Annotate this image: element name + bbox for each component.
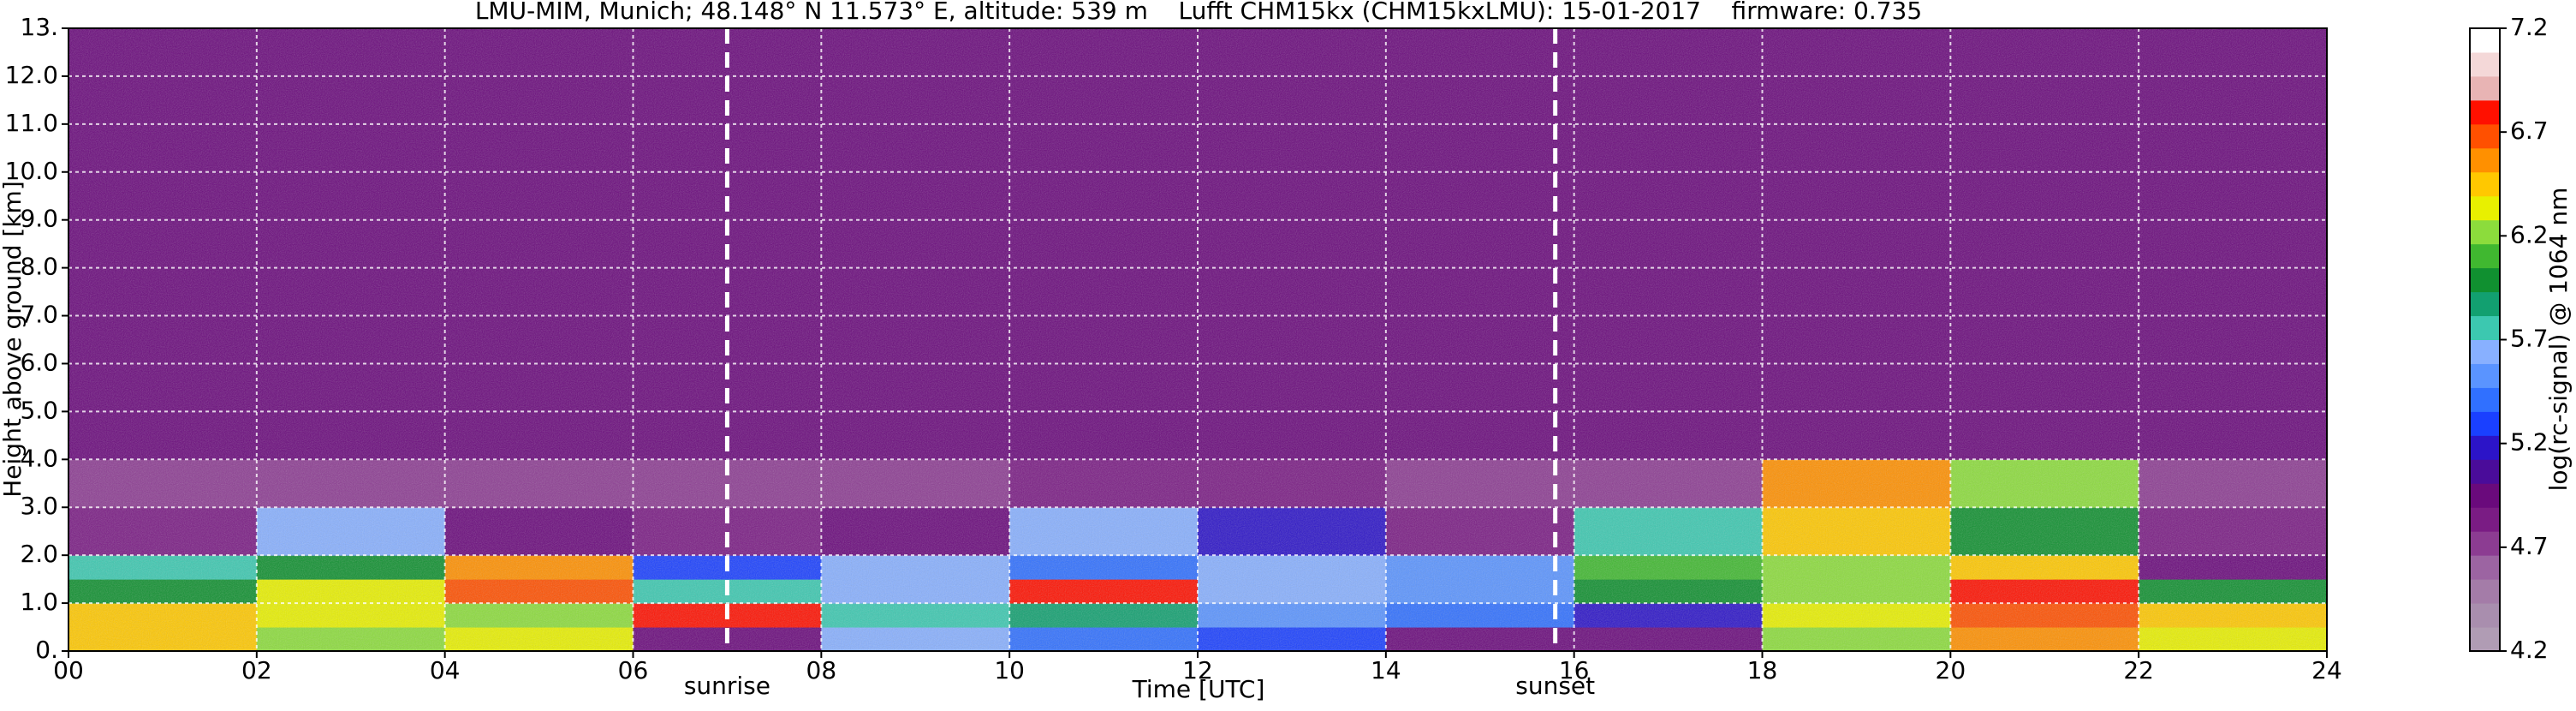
- y-tick-label: 6.0: [20, 348, 58, 376]
- x-tick-label: 00: [53, 656, 84, 684]
- y-tick-label: 13.: [20, 13, 58, 41]
- colorbar-tick-label: 7.2: [2510, 13, 2549, 41]
- x-tick-label: 20: [1936, 656, 1966, 684]
- x-tick-label: 02: [241, 656, 272, 684]
- annotation-label: sunrise: [684, 672, 770, 700]
- colorbar-swatch: [2470, 267, 2500, 293]
- colorbar-swatch: [2470, 459, 2500, 484]
- colorbar-swatch: [2470, 291, 2500, 317]
- x-tick-label: 24: [2311, 656, 2342, 684]
- colorbar-swatch: [2470, 219, 2500, 245]
- x-tick-label: 06: [618, 656, 649, 684]
- x-tick-label: 18: [1747, 656, 1778, 684]
- colorbar-swatch: [2470, 507, 2500, 532]
- colorbar-swatch: [2470, 123, 2500, 149]
- y-tick-label: 2.0: [20, 540, 58, 568]
- colorbar-swatch: [2470, 531, 2500, 556]
- colorbar-label: log(rc-signal) @ 1064 nm: [2544, 188, 2573, 492]
- x-tick-label: 04: [430, 656, 461, 684]
- y-tick-label: 9.0: [20, 205, 58, 233]
- colorbar-tick-label: 6.2: [2510, 220, 2549, 248]
- colorbar-swatch: [2470, 75, 2500, 101]
- colorbar-swatch: [2470, 483, 2500, 508]
- colorbar-swatch: [2470, 339, 2500, 364]
- x-tick-label: 12: [1182, 656, 1213, 684]
- y-tick-label: 5.0: [20, 396, 58, 424]
- y-axis-label: Height above ground [km]: [0, 181, 27, 498]
- y-tick-label: 0.: [35, 636, 58, 664]
- colorbar-swatch: [2470, 627, 2500, 652]
- colorbar-swatch: [2470, 555, 2500, 580]
- y-tick-label: 12.0: [5, 61, 58, 89]
- y-tick-label: 10.0: [5, 157, 58, 185]
- colorbar-swatch: [2470, 387, 2500, 412]
- colorbar-swatch: [2470, 99, 2500, 125]
- colorbar-swatch: [2470, 243, 2500, 269]
- colorbar-tick-label: 5.2: [2510, 428, 2549, 457]
- plot-frame: [68, 27, 2328, 652]
- x-tick-label: 10: [994, 656, 1025, 684]
- colorbar-swatch: [2470, 195, 2500, 221]
- colorbar-swatch: [2470, 579, 2500, 604]
- colorbar-swatch: [2470, 147, 2500, 173]
- x-tick-label: 08: [806, 656, 837, 684]
- colorbar-swatch: [2470, 435, 2500, 460]
- colorbar-swatch: [2470, 411, 2500, 436]
- x-tick-label: 16: [1559, 656, 1590, 684]
- colorbar-tick-label: 4.7: [2510, 532, 2549, 560]
- colorbar-tick-label: 6.7: [2510, 117, 2549, 145]
- overlay: [62, 27, 2328, 658]
- x-tick-label: 14: [1371, 656, 1401, 684]
- y-tick-label: 11.0: [5, 109, 58, 137]
- y-tick-label: 1.0: [20, 588, 58, 616]
- colorbar-swatch: [2470, 51, 2500, 77]
- y-tick-label: 3.0: [20, 492, 58, 520]
- colorbar-tick-label: 5.7: [2510, 325, 2549, 353]
- colorbar-swatch: [2470, 315, 2500, 340]
- chart-title: LMU-MIM, Munich; 48.148° N 11.573° E, al…: [475, 0, 1922, 25]
- y-tick-label: 8.0: [20, 253, 58, 281]
- y-tick-label: 4.0: [20, 444, 58, 472]
- x-axis-label: Time [UTC]: [1132, 675, 1265, 703]
- x-tick-label: 22: [2123, 656, 2154, 684]
- y-tick-label: 7.0: [20, 301, 58, 329]
- colorbar-swatch: [2470, 363, 2500, 388]
- colorbar-swatch: [2470, 28, 2500, 53]
- annotation-label: sunset: [1515, 672, 1595, 700]
- colorbar-swatch: [2470, 603, 2500, 628]
- colorbar-tick-label: 4.2: [2510, 636, 2549, 664]
- colorbar-swatch: [2470, 171, 2500, 197]
